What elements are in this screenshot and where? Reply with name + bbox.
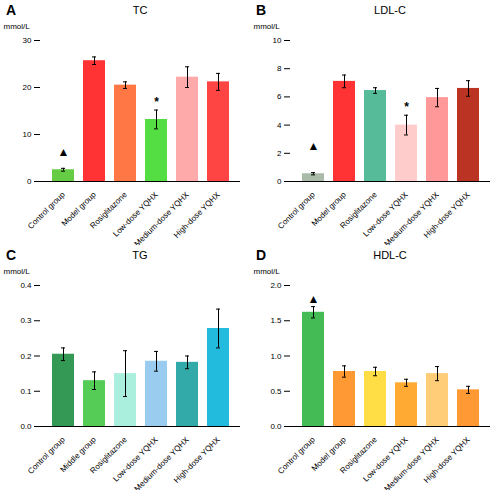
svg-text:1.0: 1.0 [270, 352, 282, 361]
svg-text:Low-dose YQHX: Low-dose YQHX [361, 190, 410, 239]
svg-text:Middle group: Middle group [58, 435, 98, 475]
svg-text:0.1: 0.1 [20, 387, 32, 396]
svg-text:Control group: Control group [276, 435, 317, 476]
svg-text:0.0: 0.0 [20, 422, 32, 431]
svg-text:Rosiglitazone: Rosiglitazone [338, 190, 379, 231]
svg-text:0.3: 0.3 [20, 316, 32, 325]
svg-text:mmol/L: mmol/L [254, 22, 281, 31]
svg-text:Medium-dose YQHX: Medium-dose YQHX [383, 190, 442, 245]
svg-text:Medium-dose YQHX: Medium-dose YQHX [383, 435, 442, 490]
svg-text:4: 4 [277, 121, 282, 130]
svg-text:0.5: 0.5 [270, 387, 282, 396]
svg-text:Control group: Control group [26, 435, 67, 476]
svg-text:Rosiglitazone: Rosiglitazone [88, 190, 129, 231]
svg-text:Low-dose YQHX: Low-dose YQHX [111, 190, 160, 239]
html-text:B: B [256, 2, 267, 18]
svg-text:Model group: Model group [59, 190, 98, 228]
svg-text:0.2: 0.2 [20, 352, 32, 361]
svg-text:Low-dose YQHX: Low-dose YQHX [111, 435, 160, 484]
svg-text:High-dose YQHX: High-dose YQHX [172, 190, 222, 240]
svg-text:Control group: Control group [26, 190, 67, 231]
svg-text:10: 10 [273, 36, 282, 45]
svg-text:High-dose YQHX: High-dose YQHX [422, 190, 472, 240]
svg-text:6: 6 [277, 92, 282, 101]
svg-text:mmol/L: mmol/L [254, 267, 281, 276]
svg-text:High-dose YQHX: High-dose YQHX [422, 435, 472, 485]
svg-text:1.5: 1.5 [270, 316, 282, 325]
svg-text:▲: ▲ [308, 139, 320, 153]
svg-text:Rosiglitazone: Rosiglitazone [88, 435, 129, 476]
svg-text:0: 0 [27, 177, 32, 186]
svg-text:0.0: 0.0 [270, 422, 282, 431]
svg-text:8: 8 [277, 64, 282, 73]
svg-text:30: 30 [23, 36, 32, 45]
svg-text:2: 2 [277, 149, 282, 158]
svg-text:mmol/L: mmol/L [4, 22, 31, 31]
svg-text:10: 10 [23, 130, 32, 139]
svg-text:2.0: 2.0 [270, 281, 282, 290]
svg-text:mmol/L: mmol/L [4, 267, 31, 276]
html-text:C: C [6, 247, 17, 263]
html-text:D: D [256, 247, 267, 263]
svg-text:20: 20 [23, 83, 32, 92]
svg-text:High-dose YQHX: High-dose YQHX [172, 435, 222, 485]
html-text:TG: TG [132, 249, 148, 261]
svg-text:0.4: 0.4 [20, 281, 32, 290]
svg-text:Model group: Model group [309, 190, 348, 228]
html-text:HDL-C: HDL-C [373, 249, 407, 261]
svg-text:Control group: Control group [276, 190, 317, 231]
svg-text:Low-dose YQHX: Low-dose YQHX [361, 435, 410, 484]
svg-text:0: 0 [277, 177, 282, 186]
svg-text:*: * [154, 95, 159, 109]
svg-text:Medium-dose YQHX: Medium-dose YQHX [133, 190, 192, 245]
svg-text:*: * [404, 100, 409, 114]
html-text:A: A [6, 2, 17, 18]
svg-text:Medium-dose YQHX: Medium-dose YQHX [133, 435, 192, 490]
svg-text:Model group: Model group [309, 435, 348, 473]
svg-text:▲: ▲ [308, 292, 320, 306]
html-text:LDL-C: LDL-C [374, 4, 406, 16]
svg-text:▲: ▲ [58, 145, 70, 159]
html-text:TC: TC [132, 4, 148, 16]
svg-text:Rosiglitazone: Rosiglitazone [338, 435, 379, 476]
